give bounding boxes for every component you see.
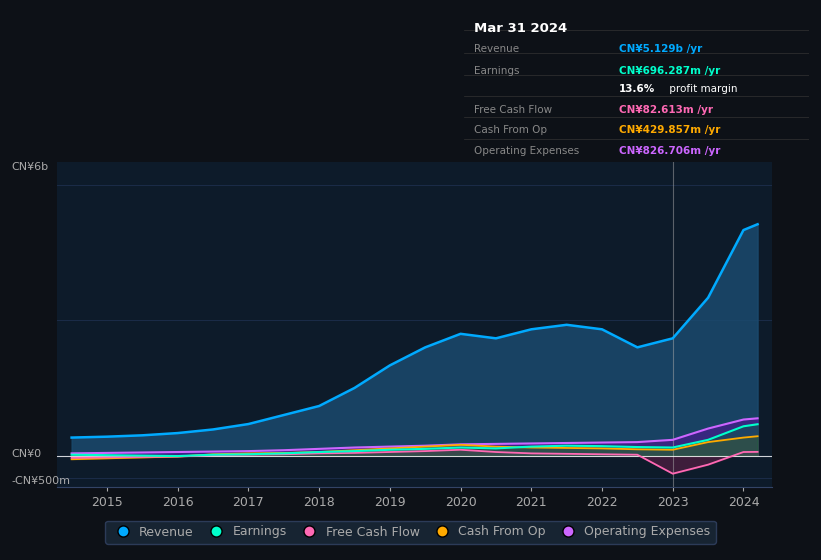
Text: Revenue: Revenue (475, 44, 520, 54)
Text: CN¥0: CN¥0 (11, 449, 41, 459)
Text: CN¥826.706m /yr: CN¥826.706m /yr (619, 146, 720, 156)
Text: 13.6%: 13.6% (619, 84, 655, 94)
Text: Free Cash Flow: Free Cash Flow (475, 105, 553, 115)
Legend: Revenue, Earnings, Free Cash Flow, Cash From Op, Operating Expenses: Revenue, Earnings, Free Cash Flow, Cash … (105, 520, 716, 544)
Text: CN¥5.129b /yr: CN¥5.129b /yr (619, 44, 702, 54)
Text: Cash From Op: Cash From Op (475, 125, 548, 136)
Text: CN¥82.613m /yr: CN¥82.613m /yr (619, 105, 713, 115)
Text: Operating Expenses: Operating Expenses (475, 146, 580, 156)
Text: profit margin: profit margin (666, 84, 737, 94)
Text: CN¥429.857m /yr: CN¥429.857m /yr (619, 125, 720, 136)
Text: Earnings: Earnings (475, 66, 520, 76)
Text: CN¥696.287m /yr: CN¥696.287m /yr (619, 66, 720, 76)
Text: CN¥6b: CN¥6b (11, 162, 48, 172)
Text: -CN¥500m: -CN¥500m (11, 475, 70, 486)
Text: Mar 31 2024: Mar 31 2024 (475, 22, 567, 35)
